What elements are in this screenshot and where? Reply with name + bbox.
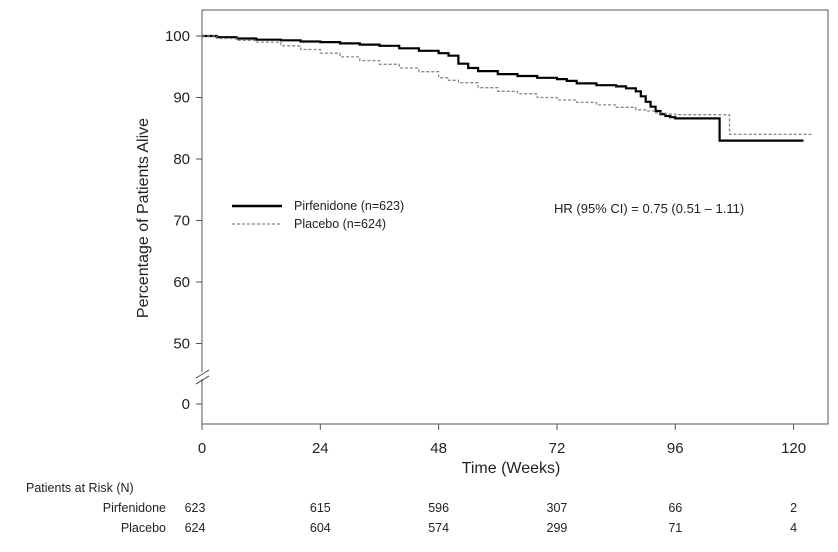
risk-table-rows: Pirfenidone 623 615 596 307 66 2 Placebo 624 604 5…	[103, 501, 797, 535]
y-tick-label: 100	[165, 28, 190, 45]
x-axis-title: Time (Weeks)	[462, 460, 561, 477]
risk-cell: 4	[790, 521, 797, 535]
risk-cell: 624	[185, 521, 206, 535]
risk-cell: 2	[790, 501, 797, 515]
legend-label-pirfenidone: Pirfenidone (n=623)	[294, 199, 404, 213]
legend-label-placebo: Placebo (n=624)	[294, 217, 386, 231]
risk-cell: 299	[547, 521, 568, 535]
hazard-ratio-annotation: HR (95% CI) = 0.75 (0.51 – 1.11)	[554, 201, 744, 216]
series-layer	[202, 34, 814, 142]
series-line-pirfenidone	[202, 34, 804, 142]
risk-cell: 623	[185, 501, 206, 515]
risk-cell: 66	[668, 501, 682, 515]
risk-cell: 596	[428, 501, 449, 515]
risk-table: Patients at Risk (N) Pirfenidone 623 615 59…	[26, 481, 797, 535]
x-tick-label: 72	[549, 440, 566, 457]
plot-frame	[201, 9, 829, 425]
y-axis-break	[195, 369, 210, 385]
risk-cell: 604	[310, 521, 331, 535]
x-tick-label: 96	[667, 440, 684, 457]
x-tick-label: 24	[312, 440, 329, 457]
risk-cell: 574	[428, 521, 449, 535]
x-tick-label: 0	[198, 440, 206, 457]
x-tick-label: 48	[430, 440, 447, 457]
risk-cell: 615	[310, 501, 331, 515]
y-tick-label: 90	[173, 90, 190, 107]
risk-cell: 71	[668, 521, 682, 535]
risk-table-title: Patients at Risk (N)	[26, 481, 134, 495]
risk-cell: 307	[547, 501, 568, 515]
series-line-placebo	[202, 35, 814, 136]
y-tick-label: 70	[173, 213, 190, 230]
x-axis-ticks: 0 24 48 72 96 120	[198, 424, 806, 457]
y-tick-label: 60	[173, 274, 190, 291]
risk-row-label: Placebo	[121, 521, 166, 535]
y-tick-label: 80	[173, 151, 190, 168]
y-axis-title: Percentage of Patients Alive	[135, 118, 152, 318]
legend: Pirfenidone (n=623) Placebo (n=624)	[232, 199, 404, 231]
risk-row-label: Pirfenidone	[103, 501, 166, 515]
x-tick-label: 120	[781, 440, 806, 457]
y-tick-label: 50	[173, 336, 190, 353]
y-axis-ticks: 0 50 60 70 80 90 100	[165, 28, 202, 413]
y-tick-label: 0	[182, 396, 190, 413]
